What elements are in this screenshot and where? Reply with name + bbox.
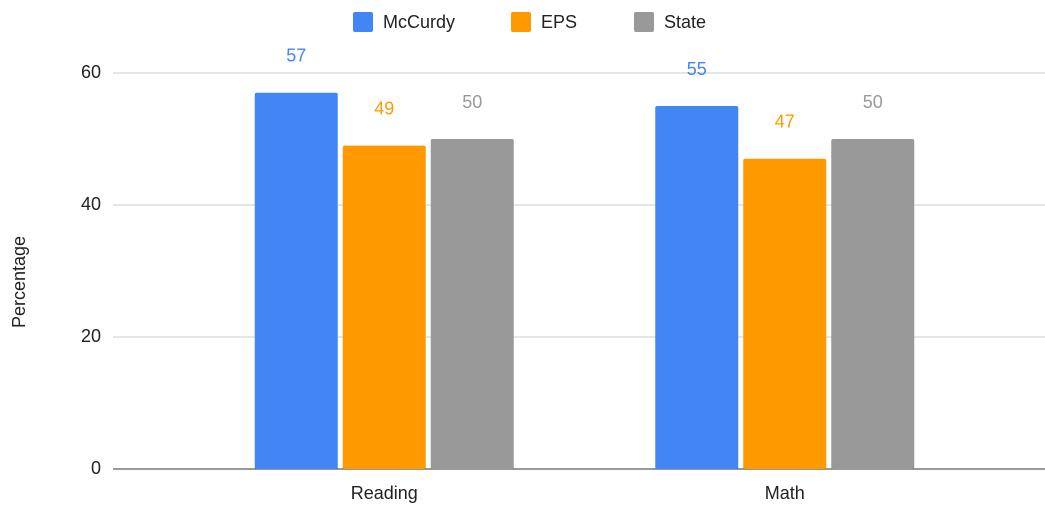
bar bbox=[831, 139, 915, 469]
legend-label: McCurdy bbox=[383, 12, 455, 32]
y-tick-label: 60 bbox=[81, 62, 101, 82]
legend-label: State bbox=[664, 12, 706, 32]
legend-swatch bbox=[634, 12, 654, 32]
legend-swatch bbox=[353, 12, 373, 32]
bar bbox=[342, 145, 426, 469]
y-axis-label: Percentage bbox=[9, 236, 29, 328]
bar bbox=[430, 139, 514, 469]
bar bbox=[254, 92, 338, 470]
x-tick-label: Reading bbox=[351, 483, 418, 503]
data-label: 55 bbox=[687, 59, 707, 79]
data-label: 50 bbox=[462, 92, 482, 112]
legend-label: EPS bbox=[541, 12, 577, 32]
bar bbox=[655, 106, 739, 469]
y-tick-label: 40 bbox=[81, 194, 101, 214]
data-label: 49 bbox=[374, 98, 394, 118]
y-tick-label: 20 bbox=[81, 326, 101, 346]
data-label: 50 bbox=[863, 92, 883, 112]
bar bbox=[743, 158, 827, 470]
y-tick-label: 0 bbox=[91, 458, 101, 478]
data-label: 47 bbox=[775, 112, 795, 132]
data-label: 57 bbox=[286, 46, 306, 66]
legend-swatch bbox=[511, 12, 531, 32]
x-tick-label: Math bbox=[765, 483, 805, 503]
